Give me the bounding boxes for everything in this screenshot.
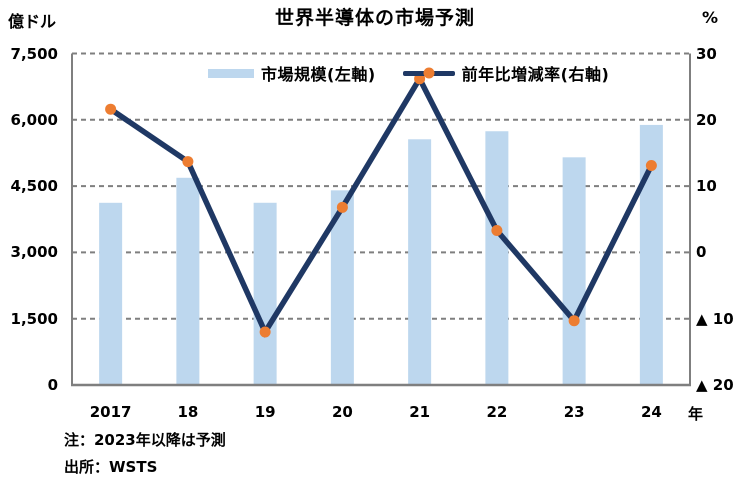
left-tick-6,000: 6,000 [10, 110, 58, 129]
x-label-23: 23 [563, 403, 585, 421]
left-tick-1,500: 1,500 [10, 309, 58, 328]
left-tick-7,500: 7,500 [10, 44, 58, 63]
bar-23 [562, 157, 586, 385]
bar-24 [639, 124, 663, 386]
x-label-18: 18 [177, 403, 199, 421]
legend: 市場規模(左軸) 前年比増減率(右軸) [208, 61, 609, 85]
yoy-marker-22 [491, 225, 503, 237]
x-axis-unit: 年 [688, 405, 704, 423]
bar-20 [330, 190, 354, 385]
left-tick-0: 0 [47, 376, 58, 394]
yoy-marker-20 [336, 201, 348, 213]
yoy-marker-18 [182, 156, 194, 168]
legend-item-yoy-rate: 前年比増減率(右軸) [402, 61, 610, 85]
bar-19 [253, 202, 277, 385]
chart-note: 注：2023年以降は予測 [64, 431, 226, 449]
left-tick-3,000: 3,000 [10, 243, 58, 262]
right-tick--20: ▲ 20 [696, 376, 734, 394]
chart-source: 出所：WSTS [64, 458, 158, 476]
x-label-22: 22 [486, 403, 508, 421]
yoy-marker-23 [568, 315, 580, 327]
left-axis-unit: 億ドル [8, 12, 57, 31]
bar-2017 [99, 202, 123, 385]
right-tick-20: 20 [696, 110, 717, 129]
legend-bar-label: 市場規模(左軸) [261, 65, 376, 84]
right-tick-10: 10 [696, 177, 717, 196]
legend-line-marker-icon [423, 67, 435, 79]
bar-18 [176, 177, 200, 385]
yoy-line [107, 73, 655, 338]
x-label-20: 20 [331, 403, 353, 421]
legend-bar-swatch [208, 68, 254, 78]
right-tick--10: ▲ 10 [696, 309, 734, 328]
legend-item-market-size: 市場規模(左軸) [208, 61, 376, 85]
x-label-2017: 2017 [89, 403, 132, 421]
bar-21 [408, 139, 432, 385]
right-tick-0: 0 [696, 243, 707, 262]
x-label-19: 19 [254, 403, 276, 421]
right-axis-unit: % [702, 8, 719, 27]
x-label-21: 21 [409, 403, 431, 421]
chart-title: 世界半導体の市場予測 [274, 7, 475, 29]
yoy-marker-19 [259, 326, 271, 338]
legend-line-label: 前年比増減率(右軸) [461, 65, 610, 84]
bar-22 [485, 131, 509, 385]
right-tick-30: 30 [696, 44, 717, 63]
yoy-marker-24 [645, 160, 657, 172]
legend-line-swatch [402, 67, 455, 79]
x-label-24: 24 [640, 403, 662, 421]
yoy-marker-2017 [105, 103, 117, 115]
left-tick-4,500: 4,500 [10, 177, 58, 196]
